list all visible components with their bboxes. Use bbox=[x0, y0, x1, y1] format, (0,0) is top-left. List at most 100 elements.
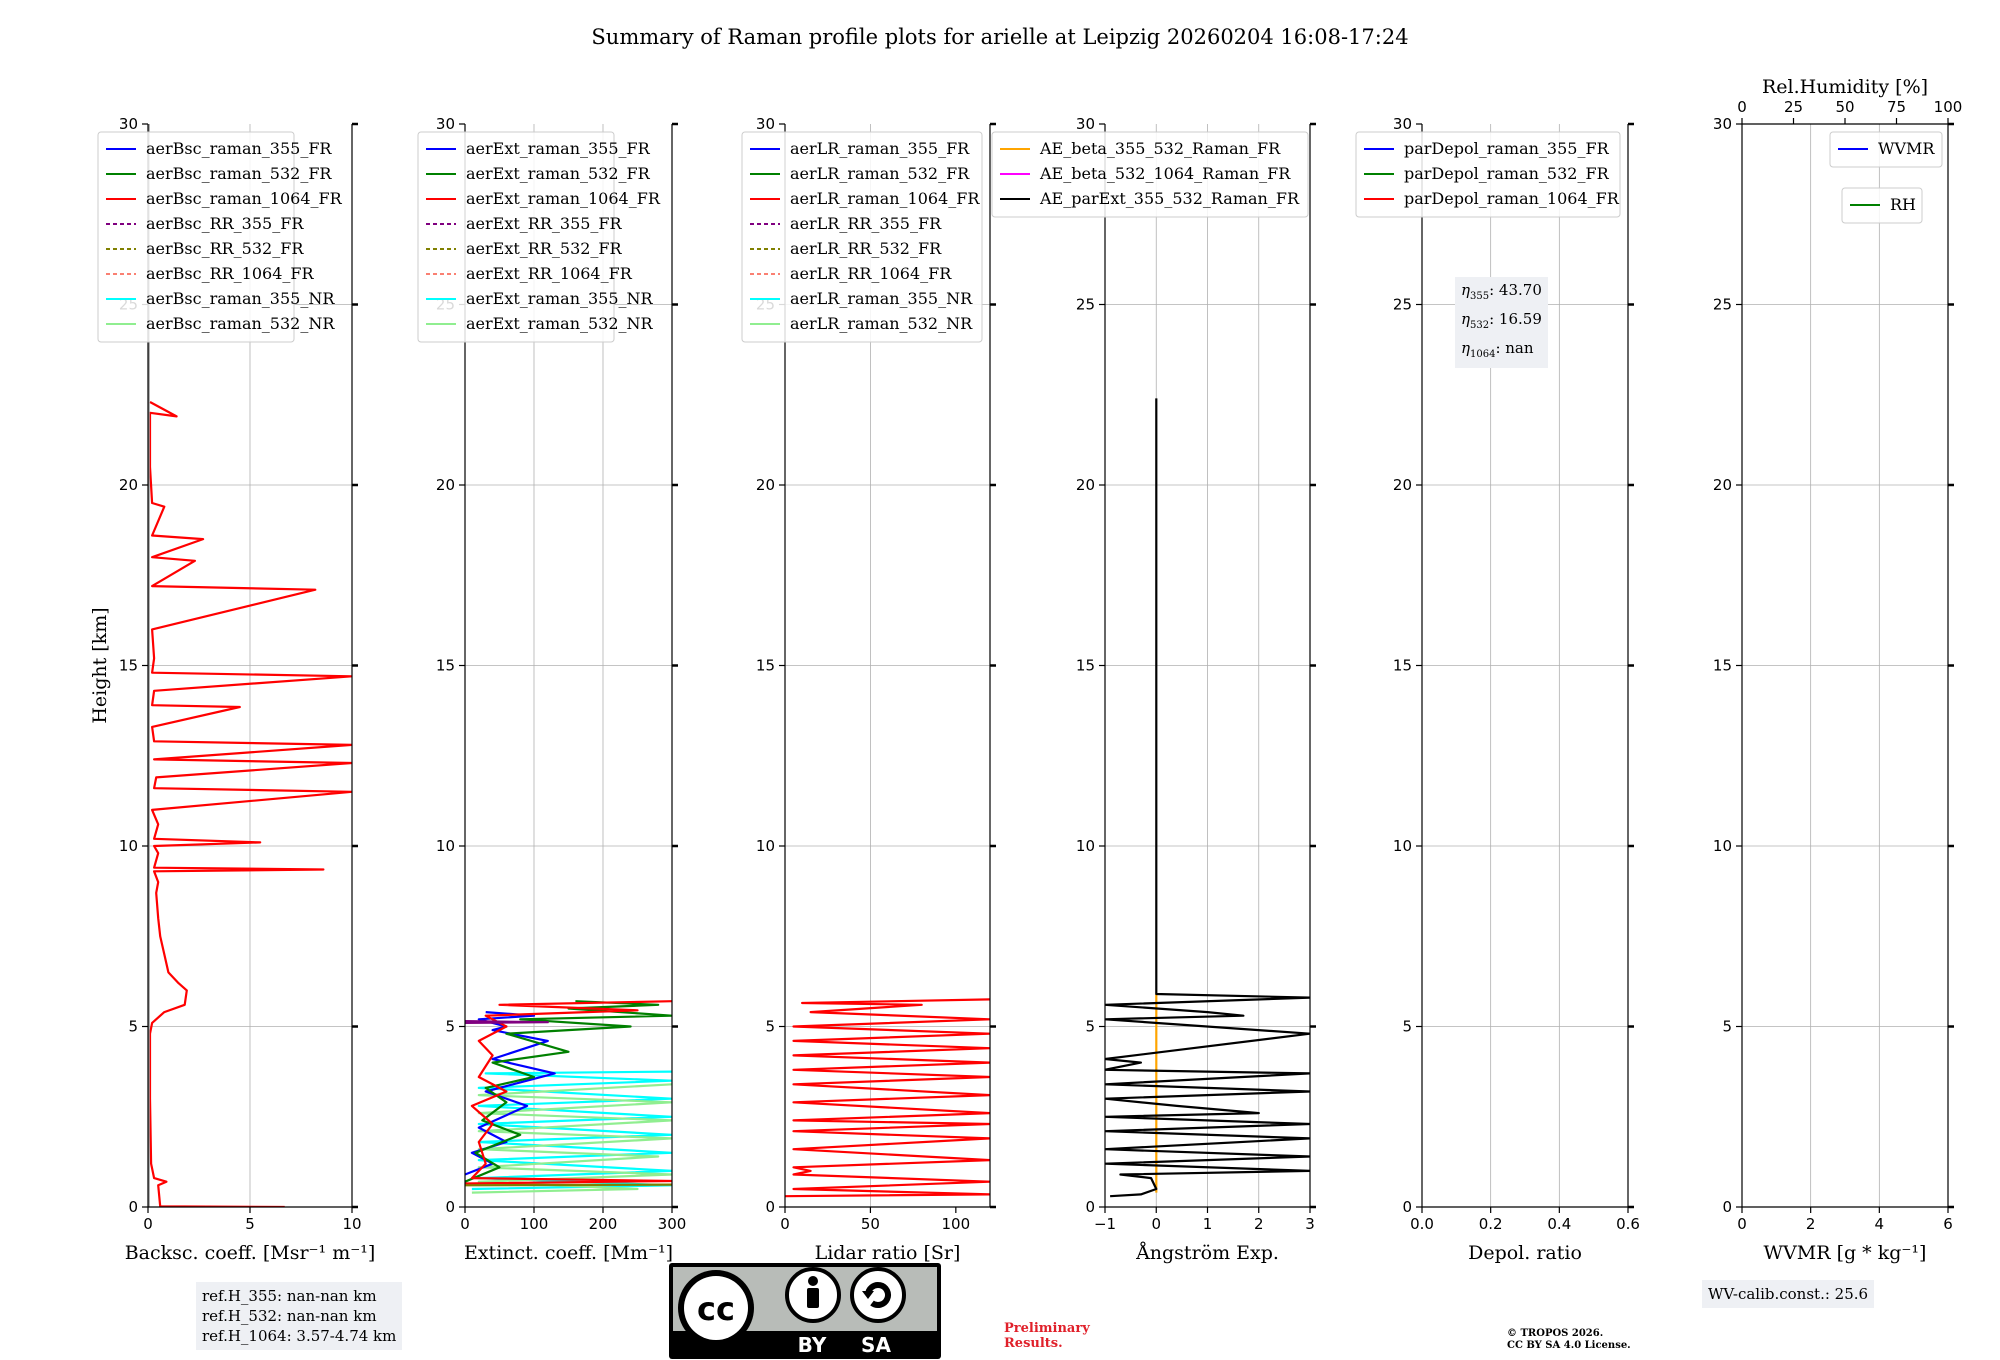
legend-label-aerLR_RR_532_FR: aerLR_RR_532_FR bbox=[790, 239, 942, 258]
ytick-label-ae: 25 bbox=[1076, 296, 1095, 314]
ytick-label-ext: 30 bbox=[436, 115, 455, 133]
legend-label-parDepol_raman_532_FR: parDepol_raman_532_FR bbox=[1404, 164, 1610, 183]
ytick-label-wv: 20 bbox=[1713, 476, 1732, 494]
legend-label-aerLR_raman_532_FR: aerLR_raman_532_FR bbox=[790, 164, 970, 183]
legend-wv-2: RH bbox=[1841, 187, 1923, 224]
panels: 0510051015202530Backsc. coeff. [Msr⁻¹ m⁻… bbox=[89, 76, 1962, 1264]
xtick-label-wv: 6 bbox=[1943, 1215, 1953, 1233]
series-group-lr bbox=[785, 998, 990, 1198]
xtick-label-bsc: 0 bbox=[143, 1215, 153, 1233]
xlabel-lr: Lidar ratio [Sr] bbox=[815, 1242, 961, 1264]
xtick-label-ext: 200 bbox=[589, 1215, 618, 1233]
ytick-label-lr: 5 bbox=[765, 1018, 775, 1036]
preliminary-line-2: Results. bbox=[1004, 1336, 1063, 1351]
xtick-label-ext: 0 bbox=[460, 1215, 470, 1233]
legend-label-aerBsc_RR_1064_FR: aerBsc_RR_1064_FR bbox=[146, 264, 315, 283]
legend-label-AE_beta_355_532_Raman_FR: AE_beta_355_532_Raman_FR bbox=[1039, 139, 1281, 158]
depol-eta-1064: η1064: nan bbox=[1461, 339, 1534, 360]
ytick-label-depol: 10 bbox=[1393, 837, 1412, 855]
legend-label-aerLR_raman_355_NR: aerLR_raman_355_NR bbox=[790, 289, 973, 308]
xtick-label-ext: 300 bbox=[658, 1215, 687, 1233]
legend-wv: WVMR bbox=[1829, 131, 1943, 168]
depol-eta-532: η532: 16.59 bbox=[1461, 310, 1542, 331]
legend-label-aerBsc_raman_355_FR: aerBsc_raman_355_FR bbox=[146, 139, 332, 158]
ytick-label-bsc: 0 bbox=[128, 1198, 138, 1216]
legend-label-aerExt_RR_1064_FR: aerExt_RR_1064_FR bbox=[466, 264, 633, 283]
top-xtick-label-wv: 75 bbox=[1887, 98, 1906, 116]
cc-by-sa-badge: cc BY SA bbox=[669, 1263, 941, 1359]
xtick-label-ae: 3 bbox=[1305, 1215, 1315, 1233]
xtick-label-wv: 4 bbox=[1875, 1215, 1885, 1233]
series-line-aerExt_raman_532_FR bbox=[465, 1000, 672, 1183]
series-group-ext bbox=[465, 1000, 672, 1194]
reference-height-box: ref.H_355: nan-nan km ref.H_532: nan-nan… bbox=[196, 1282, 403, 1350]
xtick-label-bsc: 5 bbox=[245, 1215, 255, 1233]
panel-ext: 0100200300051015202530Extinct. coeff. [M… bbox=[417, 115, 687, 1264]
ytick-label-ae: 15 bbox=[1076, 657, 1095, 675]
legend-label-aerBsc_RR_532_FR: aerBsc_RR_532_FR bbox=[146, 239, 304, 258]
xtick-label-ae: −1 bbox=[1094, 1215, 1116, 1233]
ylabel-bsc: Height [km] bbox=[89, 607, 111, 723]
series-line-aerBsc_raman_1064_FR bbox=[148, 401, 352, 1207]
series-line-aerLR_raman_1064_FR bbox=[785, 998, 990, 1198]
xlabel-ext: Extinct. coeff. [Mm⁻¹] bbox=[464, 1242, 673, 1264]
ytick-label-wv: 15 bbox=[1713, 657, 1732, 675]
ytick-label-wv: 5 bbox=[1722, 1018, 1732, 1036]
xtick-label-depol: 0.4 bbox=[1547, 1215, 1571, 1233]
legend-depol: parDepol_raman_355_FR parDepol_raman_532_… bbox=[1355, 131, 1621, 218]
share-alike-icon bbox=[850, 1267, 906, 1323]
ref-height-532: ref.H_532: nan-nan km bbox=[202, 1307, 377, 1325]
badge-sa-label: SA bbox=[861, 1333, 891, 1357]
ytick-label-lr: 15 bbox=[756, 657, 775, 675]
top-xtick-label-wv: 25 bbox=[1784, 98, 1803, 116]
ytick-label-ae: 10 bbox=[1076, 837, 1095, 855]
xtick-label-lr: 50 bbox=[861, 1215, 880, 1233]
ytick-label-ext: 5 bbox=[445, 1018, 455, 1036]
legend-label-aerLR_RR_1064_FR: aerLR_RR_1064_FR bbox=[790, 264, 952, 283]
ytick-label-ae: 0 bbox=[1085, 1198, 1095, 1216]
ytick-label-lr: 30 bbox=[756, 115, 775, 133]
xlabel-wv: WVMR [g * kg⁻¹] bbox=[1764, 1242, 1927, 1264]
panel-bsc: 0510051015202530Backsc. coeff. [Msr⁻¹ m⁻… bbox=[89, 115, 375, 1264]
series-line-aerExt_RR_532_FR bbox=[465, 1183, 672, 1187]
legend-label-aerExt_raman_355_FR: aerExt_raman_355_FR bbox=[466, 139, 651, 158]
ytick-label-wv: 30 bbox=[1713, 115, 1732, 133]
series-line-aerExt_raman_355_NR bbox=[471, 1070, 672, 1191]
ytick-label-bsc: 5 bbox=[128, 1018, 138, 1036]
ytick-label-ext: 0 bbox=[445, 1198, 455, 1216]
legend-label-aerExt_raman_1064_FR: aerExt_raman_1064_FR bbox=[466, 189, 661, 208]
xtick-label-lr: 0 bbox=[780, 1215, 790, 1233]
top-xtick-label-wv: 100 bbox=[1934, 98, 1963, 116]
ytick-label-depol: 20 bbox=[1393, 476, 1412, 494]
series-line-aerExt_raman_532_NR bbox=[471, 1083, 672, 1194]
ytick-label-bsc: 30 bbox=[119, 115, 138, 133]
preliminary-results-note: Preliminary Results. bbox=[1004, 1321, 1090, 1351]
xtick-label-ext: 100 bbox=[520, 1215, 549, 1233]
legend-label-aerLR_raman_1064_FR: aerLR_raman_1064_FR bbox=[790, 189, 980, 208]
ytick-label-depol: 0 bbox=[1402, 1198, 1412, 1216]
ytick-label-lr: 10 bbox=[756, 837, 775, 855]
copyright-line-2: CC BY SA 4.0 License. bbox=[1507, 1340, 1631, 1351]
xlabel-bsc: Backsc. coeff. [Msr⁻¹ m⁻¹] bbox=[125, 1242, 376, 1264]
preliminary-line-1: Preliminary bbox=[1004, 1321, 1090, 1336]
panel-lr: 050100051015202530Lidar ratio [Sr]aerLR_… bbox=[741, 115, 996, 1264]
xtick-label-lr: 100 bbox=[942, 1215, 971, 1233]
series-line-aerExt_raman_1064_FR bbox=[465, 1000, 672, 1185]
xtick-label-ae: 2 bbox=[1254, 1215, 1264, 1233]
ref-height-355: ref.H_355: nan-nan km bbox=[202, 1287, 377, 1305]
xtick-label-ae: 0 bbox=[1151, 1215, 1161, 1233]
ytick-label-ext: 15 bbox=[436, 657, 455, 675]
ytick-label-bsc: 15 bbox=[119, 657, 138, 675]
top-xlabel-wv: Rel.Humidity [%] bbox=[1762, 76, 1928, 98]
xtick-label-bsc: 10 bbox=[342, 1215, 361, 1233]
ytick-label-ae: 30 bbox=[1076, 115, 1095, 133]
ytick-label-wv: 25 bbox=[1713, 296, 1732, 314]
legend-label-aerExt_raman_355_NR: aerExt_raman_355_NR bbox=[466, 289, 654, 308]
ytick-label-bsc: 20 bbox=[119, 476, 138, 494]
series-line-AE_parExt_355_532_Raman_FR bbox=[1105, 398, 1310, 1198]
legend-frame-wv bbox=[1829, 131, 1943, 168]
ytick-label-bsc: 10 bbox=[119, 837, 138, 855]
legend-label-aerLR_RR_355_FR: aerLR_RR_355_FR bbox=[790, 214, 942, 233]
copyright-line-1: © TROPOS 2026. bbox=[1507, 1328, 1604, 1339]
